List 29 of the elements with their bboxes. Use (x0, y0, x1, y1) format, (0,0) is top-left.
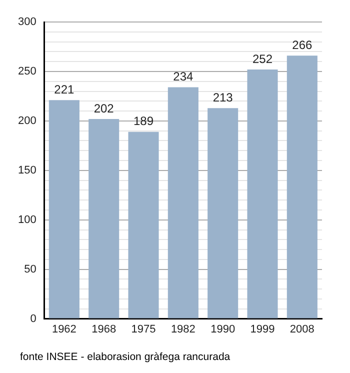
y-tick-label: 0 (30, 312, 36, 325)
bar (128, 132, 159, 318)
data-label: 213 (212, 90, 234, 104)
data-label: 202 (94, 101, 114, 116)
bar (208, 108, 238, 318)
x-tick-label: 2008 (290, 323, 314, 336)
x-tick-label: 1975 (131, 323, 156, 336)
data-label: 266 (292, 38, 312, 52)
data-label: 221 (54, 82, 75, 96)
bar (286, 56, 318, 318)
y-tick-label: 150 (18, 164, 36, 176)
data-label: 189 (133, 114, 154, 128)
x-tick-label: 1990 (210, 323, 236, 336)
x-tick-label: 1962 (52, 323, 76, 336)
bar (247, 69, 278, 318)
bar (48, 100, 80, 318)
x-tick-label: 1982 (170, 323, 196, 336)
y-tick-label: 100 (18, 214, 36, 226)
bar (168, 87, 198, 318)
source-note: fonte INSEE - elaborasion gràfega rancurada (20, 351, 230, 363)
data-label: 234 (173, 70, 194, 84)
y-tick-label: 50 (24, 263, 36, 276)
bar (88, 118, 120, 318)
x-tick-label: 1968 (92, 323, 116, 336)
y-tick-label: 300 (18, 16, 36, 28)
y-tick-label: 200 (18, 114, 36, 127)
data-label: 252 (252, 52, 273, 66)
x-tick-label: 1999 (250, 323, 275, 336)
y-tick-label: 250 (18, 66, 36, 78)
